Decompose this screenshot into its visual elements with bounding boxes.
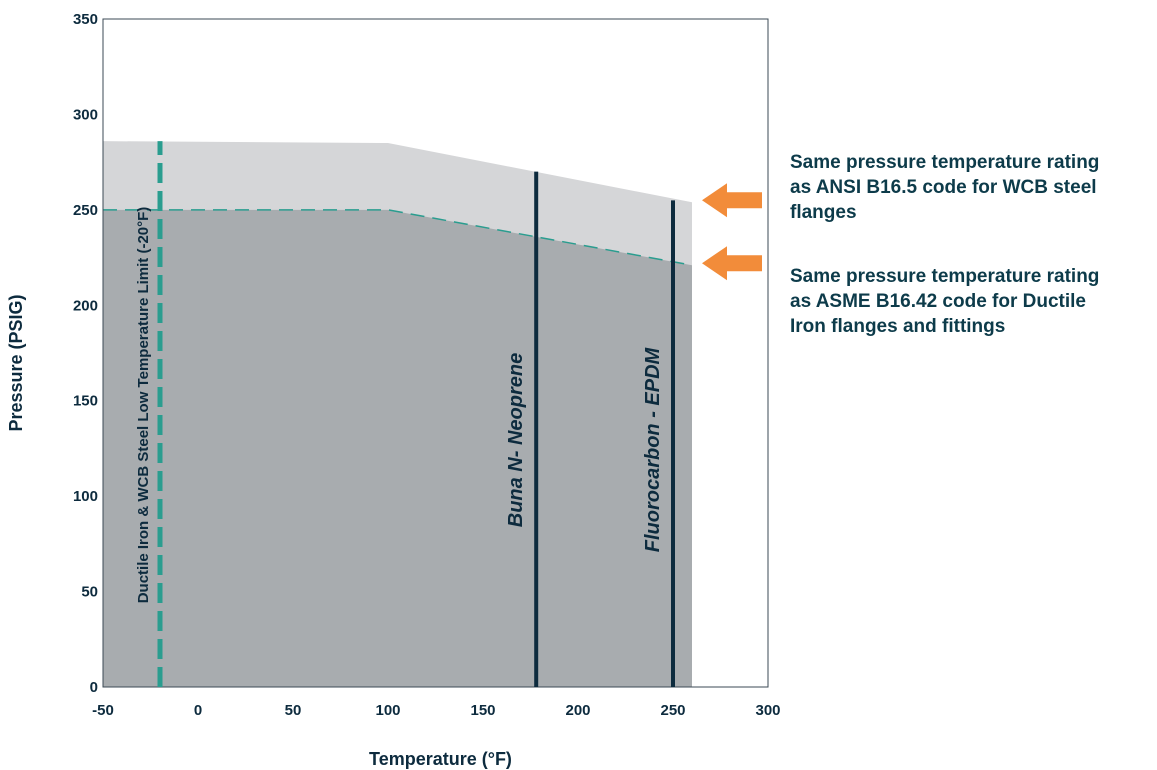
y-tick-label: 350 xyxy=(73,11,98,28)
limit-line-label: Fluorocarbon - EPDM xyxy=(642,346,664,552)
x-tick-label: -50 xyxy=(92,702,114,719)
annotation-ansi: Same pressure temperature rating as ANSI… xyxy=(790,150,1157,225)
x-axis-ticks: -50 0 50 100 150 200 250 300 xyxy=(92,702,780,719)
plot-frame xyxy=(102,18,769,688)
limit-line-label: Ductile Iron & WCB Steel Low Temperature… xyxy=(135,207,152,604)
y-tick-label: 50 xyxy=(81,584,98,601)
x-tick-label: 300 xyxy=(755,702,780,719)
x-tick-label: 100 xyxy=(375,702,400,719)
limit-lines: Ductile Iron & WCB Steel Low Temperature… xyxy=(135,141,675,687)
x-tick-label: 200 xyxy=(565,702,590,719)
y-tick-label: 300 xyxy=(73,106,98,123)
y-tick-label: 100 xyxy=(73,488,98,505)
arrow-left-icon xyxy=(702,246,762,281)
y-tick-label: 250 xyxy=(73,202,98,219)
y-axis-label: Pressure (PSIG) xyxy=(6,294,26,431)
x-tick-label: 0 xyxy=(194,702,202,719)
x-tick-label: 50 xyxy=(285,702,302,719)
y-axis-ticks: 0 50 100 150 200 250 300 350 xyxy=(73,11,98,696)
y-tick-label: 200 xyxy=(73,297,98,314)
limit-line-label: Buna N- Neoprene xyxy=(505,353,527,527)
x-tick-label: 250 xyxy=(660,702,685,719)
y-tick-label: 0 xyxy=(90,679,98,696)
ductile-iron-rating-area xyxy=(103,209,692,687)
annotation-ansi-line: as ANSI B16.5 code for WCB steel xyxy=(790,177,1097,198)
annotation-asme-line: Iron flanges and fittings xyxy=(790,316,1006,337)
y-tick-label: 150 xyxy=(73,393,98,410)
annotation-asme-line: Same pressure temperature rating xyxy=(790,266,1100,287)
x-tick-label: 150 xyxy=(470,702,495,719)
annotation-asme-line: as ASME B16.42 code for Ductile xyxy=(790,291,1087,312)
annotation-asme: Same pressure temperature rating as ASME… xyxy=(790,264,1157,339)
arrow-left-icon xyxy=(702,183,762,218)
annotation-ansi-line: Same pressure temperature rating xyxy=(790,152,1100,173)
annotation-arrows xyxy=(702,183,762,281)
ductile-iron-rating-line xyxy=(103,209,693,266)
x-axis-label: Temperature (°F) xyxy=(369,749,512,769)
annotation-ansi-line: flanges xyxy=(790,202,857,223)
